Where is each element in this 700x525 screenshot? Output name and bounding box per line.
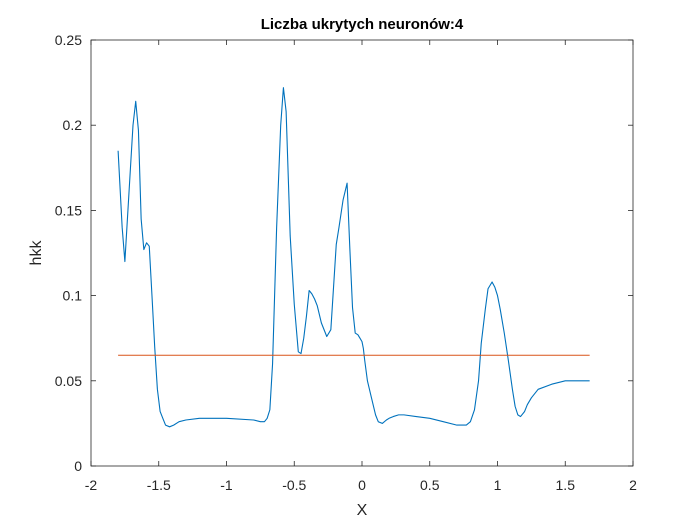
series-line-1	[117, 87, 590, 428]
x-tick-label: 1	[494, 477, 502, 493]
y-tick-label: 0.15	[55, 202, 82, 218]
y-tick-label: 0.05	[55, 373, 82, 389]
chart-title: Liczba ukrytych neuronów:4	[261, 16, 464, 33]
x-axis-label: X	[357, 502, 368, 519]
y-tick-label: 0.2	[63, 117, 83, 133]
x-tick-label: -1.5	[147, 477, 171, 493]
x-tick-label: 0.5	[420, 477, 440, 493]
y-axis: 0 0.05 0.1 0.15 0.2 0.25	[55, 32, 633, 474]
x-tick-label: 0	[358, 477, 366, 493]
y-tick-label: 0.25	[55, 32, 82, 48]
y-tick-label: 0.1	[63, 288, 83, 304]
x-tick-label: -0.5	[282, 477, 306, 493]
y-axis-label: hkk	[28, 240, 45, 266]
x-tick-label: -1	[220, 477, 233, 493]
x-tick-label: 1.5	[556, 477, 576, 493]
x-tick-label: 2	[629, 477, 637, 493]
series-layer	[117, 87, 590, 428]
y-tick-label: 0	[74, 458, 82, 474]
axes-box	[90, 39, 634, 467]
plot-area	[90, 39, 634, 467]
x-axis: -2 -1.5 -1 -0.5 0 0.5 1 1.5 2	[85, 40, 637, 493]
x-tick-label: -2	[85, 477, 98, 493]
